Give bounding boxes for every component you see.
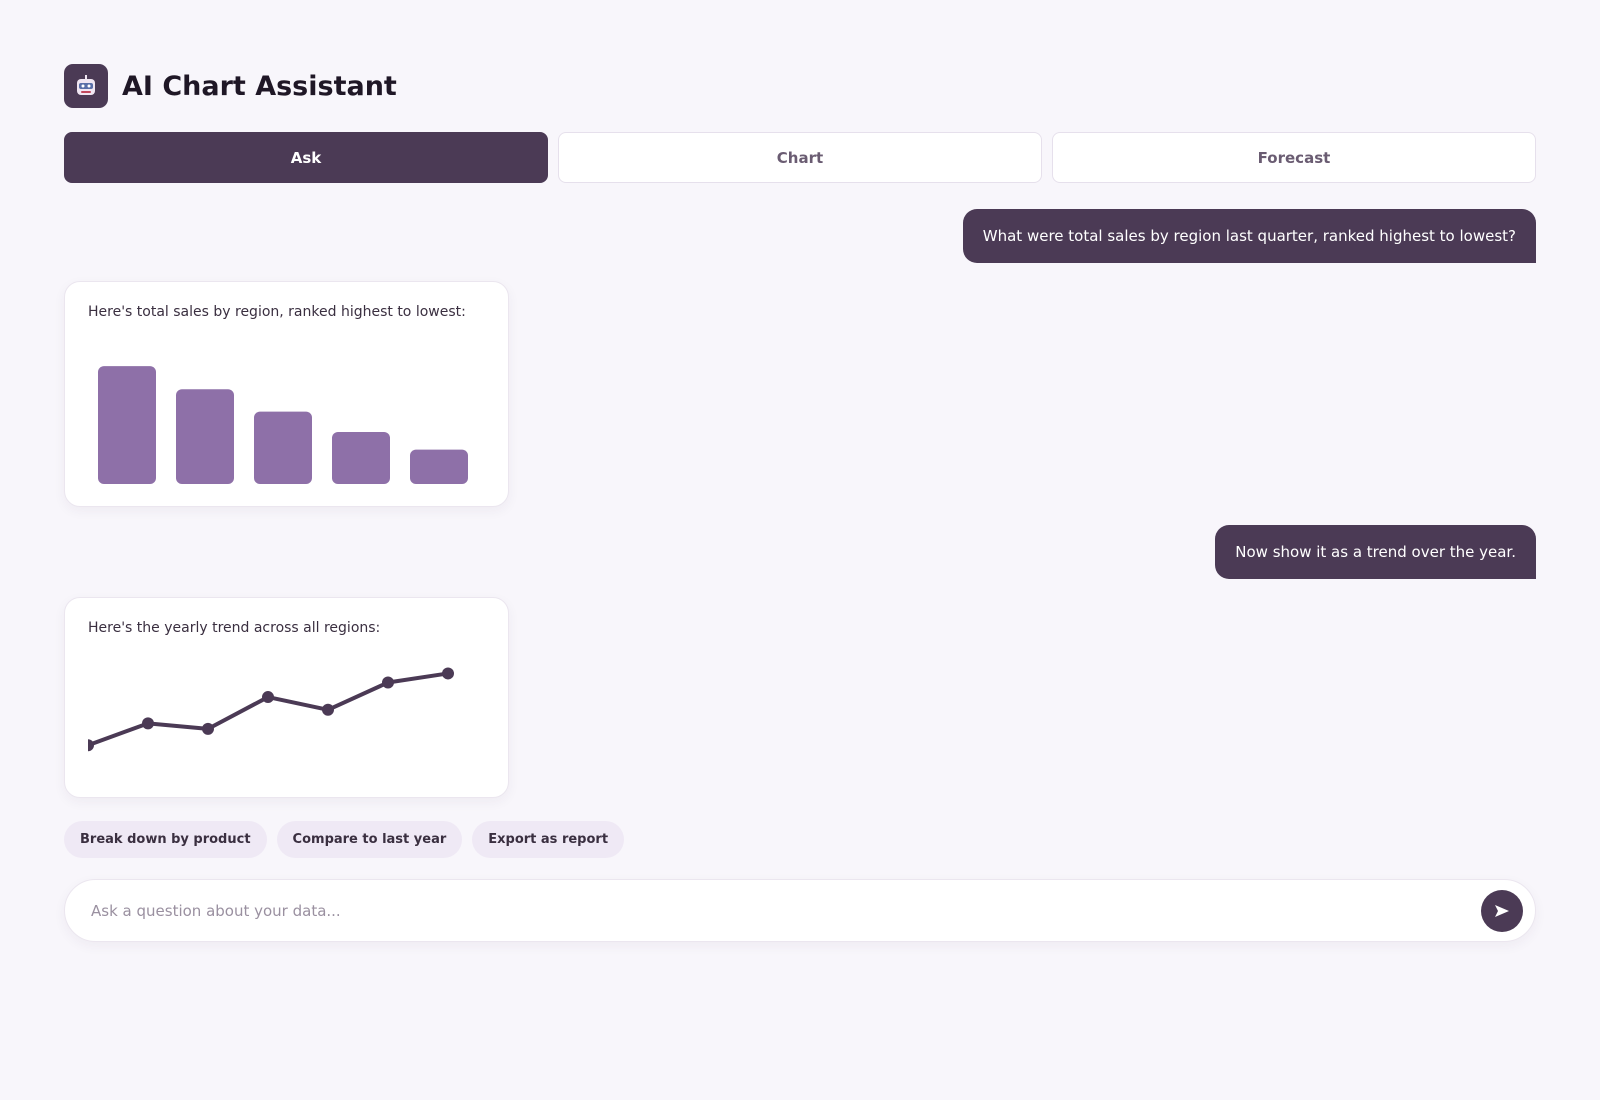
trend-point [442, 667, 454, 680]
header: AI Chart Assistant [64, 64, 1536, 108]
chat-input[interactable]: Ask a question about your data... [64, 879, 1536, 942]
logo [64, 64, 108, 108]
input-placeholder: Ask a question about your data... [91, 901, 341, 920]
suggestion-chip[interactable]: Compare to last year [276, 821, 463, 858]
assistant-message: Here's total sales by region, ranked hig… [64, 281, 509, 507]
robot-icon [77, 75, 95, 95]
bar [410, 449, 468, 484]
mini-chart [98, 366, 468, 484]
tab[interactable]: Chart [558, 132, 1042, 183]
trend-point [142, 717, 154, 730]
suggestions: Break down by product Compare to last yea… [64, 821, 1536, 858]
trend-point [322, 703, 334, 716]
suggestion-chip[interactable]: Break down by product [64, 821, 267, 858]
trend-line [88, 671, 449, 748]
assistant-message: Here's the yearly trend across all regio… [64, 597, 509, 798]
trend-point [382, 676, 394, 689]
tab[interactable]: Ask [64, 132, 548, 183]
tab[interactable]: Forecast [1052, 132, 1536, 183]
send-icon [1495, 904, 1509, 917]
bar [254, 411, 312, 484]
chat: What were total sales by region last qua… [64, 209, 1536, 798]
mini-chart [88, 667, 454, 752]
app: AI Chart Assistant Ask Chart Forecast What… [64, 64, 1536, 942]
user-message: Now show it as a trend over the year. [1215, 525, 1536, 579]
send-button[interactable] [1481, 889, 1523, 932]
assistant-text: Here's the yearly trend across all regio… [88, 620, 381, 636]
app-title: AI Chart Assistant [122, 70, 397, 102]
trend-point [202, 722, 214, 735]
tab-bar: Ask Chart Forecast [64, 132, 1536, 183]
trend-point [262, 691, 274, 704]
bar [176, 389, 234, 484]
assistant-text: Here's total sales by region, ranked hig… [88, 304, 466, 320]
suggestion-chip[interactable]: Export as report [472, 821, 625, 858]
bar [98, 366, 156, 484]
trend-point [88, 739, 94, 752]
user-message: What were total sales by region last qua… [962, 209, 1536, 263]
bar [332, 432, 390, 484]
